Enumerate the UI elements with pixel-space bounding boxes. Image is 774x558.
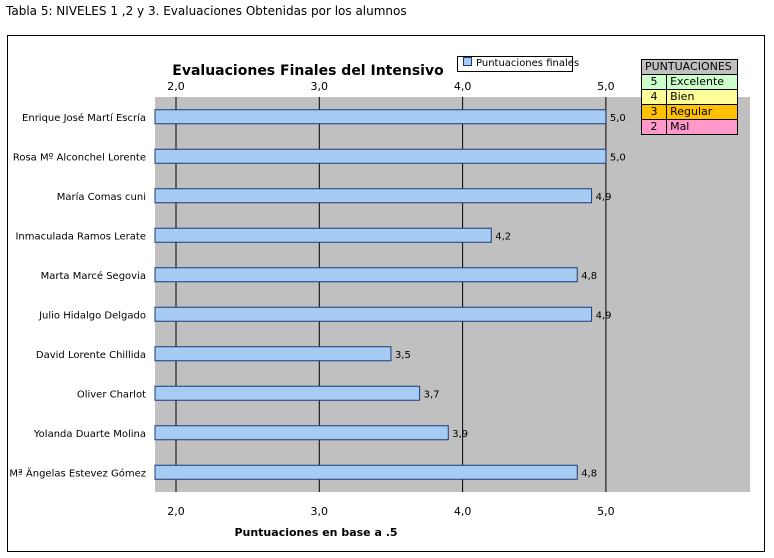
data-label: 3,9 [452, 429, 468, 440]
bar [154, 346, 392, 362]
score-row: 3 Regular [640, 104, 738, 120]
score-label: Bien [666, 89, 738, 105]
data-label: 5,0 [610, 113, 626, 124]
category-labels: Enrique José Martí Escría Rosa Mº Alconch… [9, 112, 146, 480]
score-row: 4 Bien [640, 89, 738, 105]
legend-label: Puntuaciones finales [476, 58, 580, 69]
data-label: 5,0 [610, 152, 626, 163]
bar [154, 385, 421, 401]
bar [154, 267, 578, 283]
x-tick-label-top: 2,0 [167, 80, 185, 93]
category-label: David Lorente Chillida [36, 350, 146, 361]
data-label: 3,7 [424, 389, 440, 400]
score-legend-table: PUNTUACIONES 5 Excelente 4 Bien 3 Regula… [640, 59, 738, 135]
x-tick-label-bottom: 5,0 [597, 505, 615, 518]
bar [154, 425, 449, 441]
category-label: María Comas cuni [57, 191, 146, 203]
score-number: 4 [640, 89, 668, 105]
bar [154, 306, 593, 322]
category-label: Mª Ängelas Estevez Gómez [9, 466, 146, 479]
data-label: 4,8 [581, 271, 597, 282]
bar [154, 464, 578, 480]
x-tick-label-bottom: 2,0 [167, 505, 185, 518]
category-label: Marta Marcé Segovia [41, 270, 146, 282]
chart-title: Evaluaciones Finales del Intensivo [172, 63, 444, 79]
score-label: Excelente [666, 74, 738, 90]
bars [154, 109, 607, 480]
data-labels: 5,0 5,0 4,9 4,2 4,8 4,9 3,5 3,7 3,9 4,8 [395, 113, 626, 480]
category-label: Julio Hidalgo Delgado [38, 310, 146, 321]
tick-labels: 2,0 2,0 3,0 3,0 4,0 4,0 5,0 5,0 [167, 80, 614, 518]
score-table-header-row: PUNTUACIONES [641, 59, 738, 75]
x-axis-label: Puntuaciones en base a .5 [234, 526, 397, 539]
legend-swatch [463, 57, 472, 66]
category-label: Enrique José Martí Escría [22, 112, 146, 124]
score-row: 5 Excelente [640, 74, 738, 90]
bar [154, 109, 607, 125]
score-number: 2 [640, 119, 668, 135]
bar [154, 227, 492, 243]
score-row: 2 Mal [640, 119, 738, 135]
score-number: 3 [640, 104, 668, 120]
x-tick-label-top: 4,0 [454, 80, 472, 93]
page-caption: Tabla 5: NIVELES 1 ,2 y 3. Evaluaciones … [6, 4, 407, 18]
x-tick-label-bottom: 3,0 [311, 505, 329, 518]
category-label: Oliver Charlot [77, 389, 146, 400]
data-label: 4,9 [596, 192, 612, 203]
bar [154, 188, 593, 204]
category-label: Inmaculada Ramos Lerate [15, 231, 146, 242]
x-tick-label-top: 5,0 [597, 80, 615, 93]
data-label: 3,5 [395, 350, 411, 361]
data-label: 4,9 [596, 310, 612, 321]
data-label: 4,8 [581, 468, 597, 479]
chart-legend: Puntuaciones finales [457, 56, 579, 72]
x-tick-label-bottom: 4,0 [454, 505, 472, 518]
bar [154, 148, 607, 164]
category-label: Yolanda Duarte Molina [33, 429, 146, 440]
score-label: Mal [666, 119, 738, 135]
score-label: Regular [666, 104, 738, 120]
data-label: 4,2 [495, 231, 511, 242]
x-tick-label-top: 3,0 [311, 80, 329, 93]
score-table-header: PUNTUACIONES [641, 59, 738, 75]
category-label: Rosa Mº Alconchel Lorente [13, 152, 146, 163]
score-number: 5 [640, 74, 668, 90]
